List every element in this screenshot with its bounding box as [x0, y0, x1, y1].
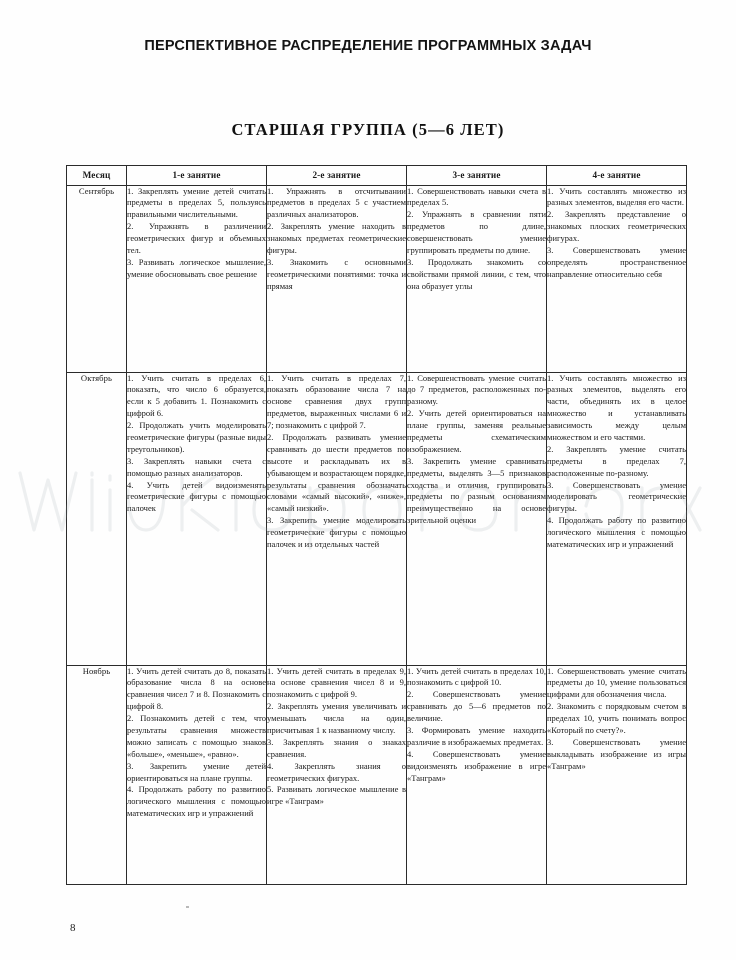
task-item: 4. Совершенствовать умение видоизменять …: [407, 748, 546, 783]
table-row: Ноябрь 1. Учить детей считать до 8, пока…: [66, 664, 687, 885]
column-header-lesson4: 4-е занятие: [546, 165, 687, 186]
task-item: 1. Учить составлять множество из разных …: [547, 185, 686, 208]
task-item: 1. Учить детей считать до 8, показать об…: [127, 665, 266, 712]
task-item: 2. Совершенствовать умение сравнивать до…: [407, 689, 546, 724]
schedule-table-container: Месяц 1-е занятие 2-е занятие 3-е заняти…: [66, 165, 687, 885]
task-item: 1. Упражнять в отсчитывании предметов в …: [267, 185, 406, 220]
month-label-september: Сентябрь: [66, 184, 127, 373]
task-item: 5. Развивать логическое мышление в игре …: [267, 784, 406, 807]
task-item: 2. Знакомить с порядковым счетом в преде…: [547, 701, 686, 736]
task-item: 1. Учить считать в пределах 6, показать,…: [127, 372, 266, 419]
column-header-month: Месяц: [66, 165, 127, 186]
task-item: 4. Учить детей видоизменять геометрическ…: [127, 479, 266, 514]
task-item: 3. Продолжать знакомить со свойствами пр…: [407, 256, 546, 291]
column-header-lesson2: 2-е занятие: [266, 165, 407, 186]
cell-october-lesson1: 1. Учить считать в пределах 6, показать,…: [126, 371, 267, 666]
task-item: 2. Закреплять умение находить в знакомых…: [267, 221, 406, 256]
task-item: 1. Совершенствовать умение считать до 7 …: [407, 372, 546, 407]
table-row: Сентябрь 1. Закреплять умение детей счит…: [66, 184, 687, 373]
task-item: 2. Продолжать учить моделировать геометр…: [127, 420, 266, 454]
cell-november-lesson4: 1. Совершенствовать умение считать предм…: [546, 664, 687, 885]
cell-october-lesson3: 1. Совершенствовать умение считать до 7 …: [406, 371, 547, 666]
task-item: 3. Закреплять знания о знаках сравнения.: [267, 736, 406, 759]
cell-october-lesson2: 1. Учить считать в пределах 7, показать …: [266, 371, 407, 666]
task-item: 2. Закреплять умения увеличивать и умень…: [267, 701, 406, 736]
cell-september-lesson1: 1. Закреплять умение детей считать предм…: [126, 184, 267, 373]
task-item: 1. Учить детей считать в пределах 9, на …: [267, 665, 406, 700]
task-item: 2. Учить детей ориентироваться на плане …: [407, 408, 546, 454]
task-item: 4. Продолжать работу по развитию логичес…: [127, 784, 266, 819]
task-item: 4. Закреплять знания о геометрических фи…: [267, 760, 406, 783]
cell-september-lesson3: 1. Совершенствовать навыки счета в преде…: [406, 184, 547, 373]
table-body: Сентябрь 1. Закреплять умение детей счит…: [66, 184, 687, 885]
task-item: 3. Закрепить умение детей ориентироватьс…: [127, 760, 266, 783]
task-item: 3. Совершенствовать умение моделировать …: [547, 479, 686, 514]
table-header: Месяц 1-е занятие 2-е занятие 3-е заняти…: [66, 165, 687, 186]
task-item: 2. Продолжать развивать умение сравниват…: [267, 432, 406, 514]
task-item: 1. Учить считать в пределах 7, показать …: [267, 372, 406, 431]
column-header-lesson1: 1-е занятие: [126, 165, 267, 186]
task-item: 1. Учить детей считать в пределах 10, по…: [407, 665, 546, 688]
cell-october-lesson4: 1. Учить составлять множество из разных …: [546, 371, 687, 666]
column-header-lesson3: 3-е занятие: [406, 165, 547, 186]
cell-november-lesson3: 1. Учить детей считать в пределах 10, по…: [406, 664, 547, 885]
task-item: 1. Учить составлять множество из разных …: [547, 372, 686, 443]
task-item: 2. Познакомить детей с тем, что результа…: [127, 713, 266, 759]
task-item: 3. Закрепить умение моделировать геометр…: [267, 515, 406, 550]
task-item: 3. Развивать логическое мышление, умение…: [127, 256, 266, 279]
task-item: 3. Формировать умение находить различие …: [407, 725, 546, 747]
task-item: 2. Закреплять умение считать предметы в …: [547, 443, 686, 478]
task-item: 4. Продолжать работу по развитию логичес…: [547, 515, 686, 550]
task-item: 3. Закреплять навыки счета с помощью раз…: [127, 455, 266, 478]
task-item: 3. Совершенствовать умение выкладывать и…: [547, 736, 686, 771]
task-item: 1. Совершенствовать навыки счета в преде…: [407, 185, 546, 208]
task-item: 2. Упражнять в сравнении пяти предметов …: [407, 209, 546, 256]
month-label-november: Ноябрь: [66, 664, 127, 885]
task-item: 3. Совершенствовать умение определять пр…: [547, 245, 686, 279]
task-item: 1. Совершенствовать умение считать предм…: [547, 665, 686, 700]
cell-november-lesson1: 1. Учить детей считать до 8, показать об…: [126, 664, 267, 885]
page-subtitle: СТАРШАЯ ГРУППА (5—6 ЛЕТ): [231, 120, 505, 139]
table-row: Октябрь 1. Учить считать в пределах 6, п…: [66, 371, 687, 666]
task-item: 3. Знакомить с основными геометрическими…: [267, 256, 406, 291]
month-label-october: Октябрь: [66, 371, 127, 666]
task-item: 2. Упражнять в различении геометрических…: [127, 221, 266, 256]
task-item: 2. Закреплять представление о знакомых п…: [547, 209, 686, 244]
page-number: 8: [70, 922, 76, 934]
cell-september-lesson2: 1. Упражнять в отсчитывании предметов в …: [266, 184, 407, 373]
table-header-row: Месяц 1-е занятие 2-е занятие 3-е заняти…: [66, 165, 687, 186]
cell-september-lesson4: 1. Учить составлять множество из разных …: [546, 184, 687, 373]
schedule-table: Месяц 1-е занятие 2-е занятие 3-е заняти…: [66, 165, 687, 885]
task-item: 3. Закрепить умение сравнивать предметы,…: [407, 455, 546, 526]
page-title: ПЕРСПЕКТИВНОЕ РАСПРЕДЕЛЕНИЕ ПРОГРАММНЫХ …: [144, 38, 592, 54]
scan-artifact: [186, 906, 189, 908]
task-item: 1. Закреплять умение детей считать предм…: [127, 185, 266, 220]
cell-november-lesson2: 1. Учить детей считать в пределах 9, на …: [266, 664, 407, 885]
